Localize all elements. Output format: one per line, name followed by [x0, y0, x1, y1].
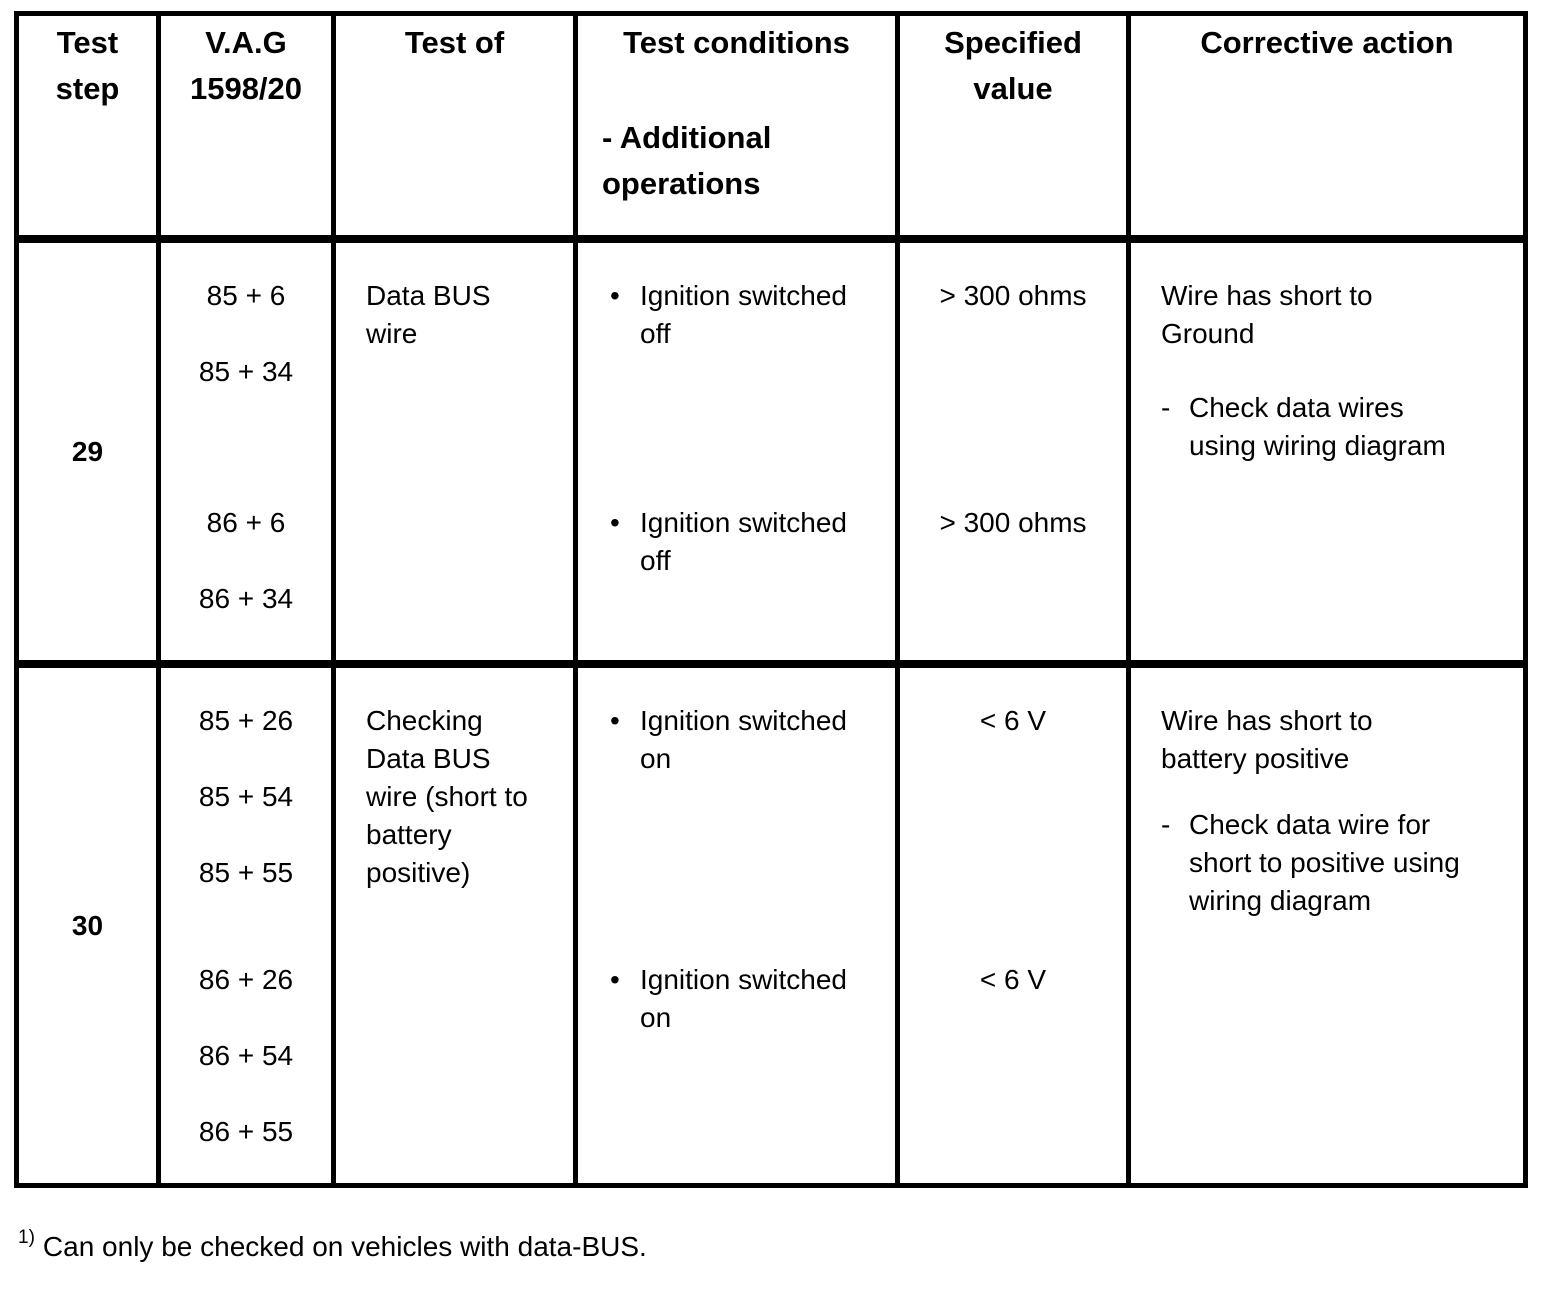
bullet-icon: • [610, 507, 620, 538]
condition-item: • Ignition switched off [610, 277, 885, 353]
vag-socket-pair: 86 + 6 [206, 507, 286, 538]
condition-text: Ignition switched on [640, 964, 848, 1033]
header-test-conditions-title: Test conditions [623, 25, 850, 60]
header-vag-1598-20: V.A.G 1598/20 [161, 16, 331, 235]
bullet-icon: • [610, 964, 620, 995]
condition-text: Ignition switched on [640, 705, 848, 774]
condition-item: • Ignition switched off [610, 504, 885, 580]
specified-value: < 6 V [979, 964, 1047, 995]
row-29-specified-values: > 300 ohms > 300 ohms [900, 243, 1126, 660]
row-29-corrective-action: Wire has short to Ground - Check data wi… [1131, 243, 1523, 660]
bullet-icon: • [610, 705, 620, 736]
footnote-marker: 1) [18, 1227, 35, 1248]
header-test-conditions: Test conditions - Additional operations [578, 16, 895, 235]
vag-socket-pair: 86 + 34 [198, 583, 294, 614]
vag-socket-pair: 86 + 26 [198, 964, 294, 995]
row-29-test-conditions: • Ignition switched off • Ignition switc… [578, 243, 895, 660]
vag-socket-pair: 85 + 34 [198, 356, 294, 387]
header-specified-value: Specified value [900, 16, 1126, 235]
bullet-icon: • [610, 280, 620, 311]
row-30-vag-sockets: 85 + 26 85 + 54 85 + 55 86 + 26 86 + 54 … [161, 668, 331, 1183]
header-corrective-action: Corrective action [1131, 16, 1523, 235]
vag-socket-pair: 85 + 54 [198, 781, 294, 812]
condition-text: Ignition switched off [640, 280, 848, 349]
header-test-step: Test step [19, 16, 156, 235]
condition-item: • Ignition switched on [610, 961, 885, 1037]
footnote: 1) Can only be checked on vehicles with d… [18, 1227, 647, 1270]
test-procedure-table: Test step V.A.G 1598/20 Test of Test con… [14, 11, 1528, 1188]
row-29-vag-sockets: 85 + 6 85 + 34 86 + 6 86 + 34 [161, 243, 331, 660]
corrective-step-text: Check data wire for short to positive us… [1189, 809, 1460, 916]
row-30-test-of: Checking Data BUS wire (short to battery… [336, 668, 573, 1183]
specified-value: > 300 ohms [939, 507, 1087, 538]
row-30-test-conditions: • Ignition switched on • Ignition switch… [578, 668, 895, 1183]
vag-socket-pair: 85 + 6 [206, 280, 286, 311]
vag-socket-pair: 85 + 26 [198, 705, 294, 736]
vag-socket-pair: 86 + 55 [198, 1116, 294, 1147]
vag-socket-pair: 86 + 54 [198, 1040, 294, 1071]
condition-item: • Ignition switched on [610, 702, 885, 778]
row-30-specified-values: < 6 V < 6 V [900, 668, 1126, 1183]
step-number: 30 [71, 909, 104, 941]
dash-icon: - [1161, 809, 1171, 840]
corrective-intro: Wire has short to battery positive [1161, 705, 1373, 774]
header-additional-operations: - Additional operations [602, 120, 772, 201]
row-30-step-number: 30 [19, 668, 156, 1183]
header-test-of: Test of [336, 16, 573, 235]
specified-value: > 300 ohms [939, 280, 1087, 311]
condition-text: Ignition switched off [640, 507, 848, 576]
corrective-step: - Check data wires using wiring diagram [1161, 389, 1509, 465]
corrective-intro: Wire has short to Ground [1161, 280, 1373, 349]
vag-socket-pair: 85 + 55 [198, 857, 294, 888]
row-30-corrective-action: Wire has short to battery positive - Che… [1131, 668, 1523, 1183]
corrective-step-text: Check data wires using wiring diagram [1189, 392, 1446, 461]
footnote-text: Can only be checked on vehicles with dat… [42, 1231, 647, 1262]
dash-icon: - [1161, 392, 1171, 423]
step-number: 29 [71, 435, 104, 467]
row-29-test-of: Data BUS wire [336, 243, 573, 660]
corrective-step: - Check data wire for short to positive … [1161, 806, 1509, 920]
row-29-step-number: 29 [19, 243, 156, 660]
specified-value: < 6 V [979, 705, 1047, 736]
